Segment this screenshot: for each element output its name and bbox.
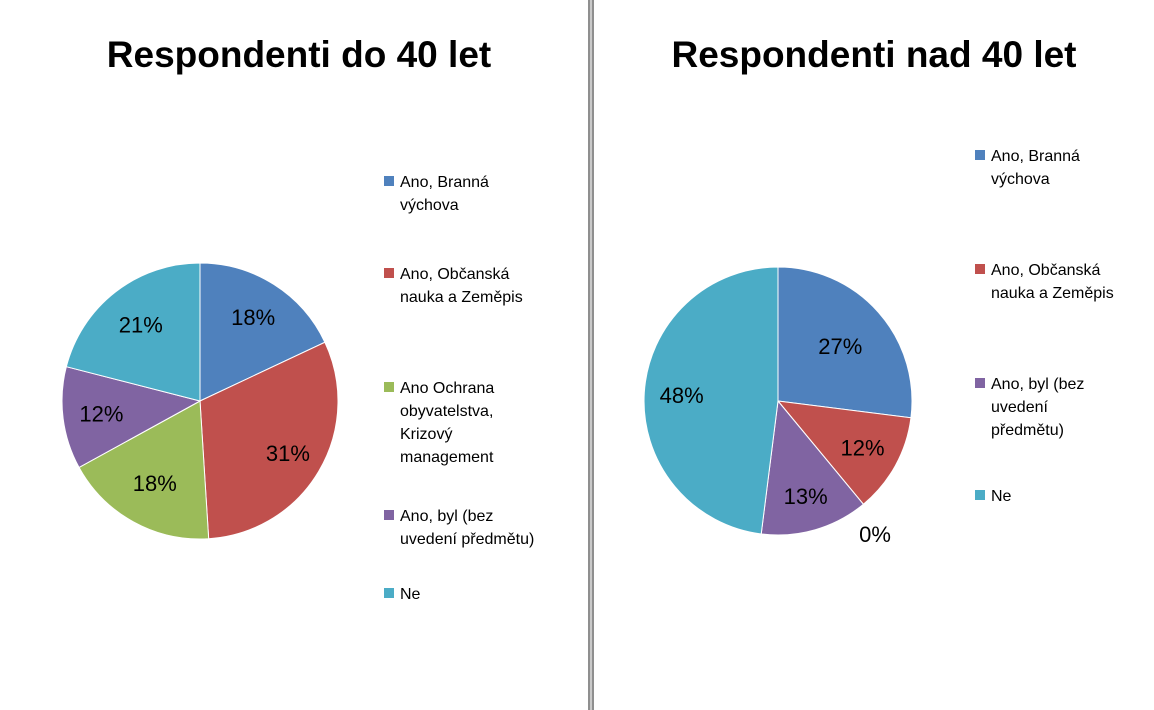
pie-slice	[199, 262, 326, 402]
chart-panel-under-40: Respondenti do 40 let 18% 31% 18% 12% 21% An…	[61, 34, 584, 611]
legend-item: Ano Ochrana obyvatelstva, Krizový manage…	[384, 377, 494, 469]
legend-swatch	[975, 490, 985, 500]
data-label: 48%	[660, 383, 704, 408]
pie-chart-under-40: 18% 31% 18% 12% 21%	[61, 262, 339, 540]
legend-label: Ano, byl (bez uvedení předmětu)	[400, 508, 535, 548]
legend-label: Ano Ochrana obyvatelstva, Krizový manage…	[400, 380, 495, 466]
chart-title: Respondenti do 40 let	[106, 34, 492, 75]
data-label: 13%	[784, 484, 828, 509]
data-label: 31%	[266, 441, 310, 466]
legend-swatch	[975, 150, 985, 160]
legend-under-40: Ano, Branná výchova Ano, Občanská nauka …	[384, 171, 584, 611]
legend-swatch	[384, 176, 394, 186]
pie-slice	[78, 400, 210, 540]
legend-label: Ano, Branná výchova	[400, 174, 489, 214]
legend-item: Ano, Občanská nauka a Zeměpis	[975, 259, 1114, 305]
pie-slice	[777, 266, 913, 419]
legend-swatch	[384, 510, 394, 520]
legend-label: Ne	[991, 488, 1012, 505]
legend-over-40: Ano, Branná výchova Ano, Občanská nauka …	[975, 145, 1150, 525]
panel-divider	[588, 0, 594, 710]
pie-slice	[61, 366, 202, 469]
legend-item: Ano, Branná výchova	[384, 171, 489, 217]
legend-label: Ano, Občanská nauka a Zeměpis	[991, 262, 1114, 302]
data-label: 12%	[79, 402, 123, 427]
legend-label: Ano, byl (bez uvedení předmětu)	[991, 376, 1085, 439]
legend-swatch	[975, 264, 985, 274]
legend-label: Ne	[400, 586, 421, 603]
legend-label: Ano, Branná výchova	[991, 148, 1080, 188]
data-label: 18%	[133, 471, 177, 496]
pie-slice	[199, 341, 339, 540]
pie-slice	[643, 266, 779, 535]
data-label-zero: 0%	[859, 522, 891, 547]
data-label: 18%	[231, 305, 275, 330]
legend-swatch	[384, 382, 394, 392]
legend-item: Ano, Občanská nauka a Zeměpis	[384, 263, 523, 309]
chart-panel-over-40: Respondenti nad 40 let 27% 12% 13% 48% 0% An…	[594, 0, 1154, 710]
chart-title: Respondenti nad 40 let	[671, 34, 1077, 75]
legend-item: Ano, byl (bez uvedení předmětu)	[384, 505, 534, 551]
pie-slice	[776, 400, 912, 505]
legend-item: Ano, Branná výchova	[975, 145, 1080, 191]
data-label: 21%	[119, 313, 163, 338]
data-label: 27%	[818, 334, 862, 359]
pie-slice	[65, 262, 201, 402]
legend-item: Ne	[384, 583, 420, 606]
legend-label: Ano, Občanská nauka a Zeměpis	[400, 266, 523, 306]
legend-item: Ano, byl (bez uvedení předmětu)	[975, 373, 1084, 442]
legend-swatch	[384, 268, 394, 278]
pie-slice	[760, 399, 865, 536]
legend-item: Ne	[975, 485, 1011, 508]
legend-swatch	[975, 378, 985, 388]
legend-swatch	[384, 588, 394, 598]
data-label: 12%	[840, 436, 884, 461]
pie-chart-over-40: 27% 12% 13% 48% 0%	[643, 266, 913, 547]
